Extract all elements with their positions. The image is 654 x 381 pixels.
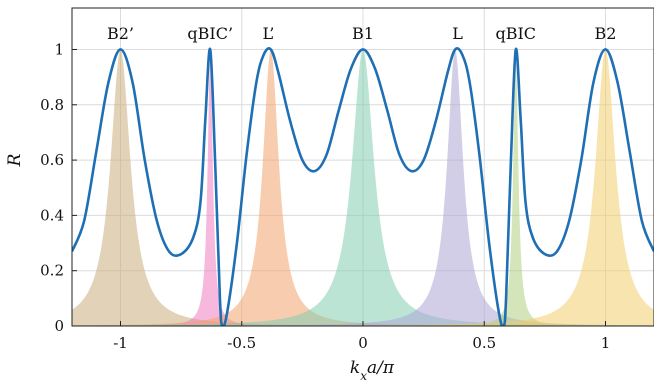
x-tick-label-1: -0.5 [227,334,256,352]
x-tick-label-4: 1 [601,334,611,352]
peak-label-0: B2’ [107,24,134,43]
x-axis-title: kxa/π [350,358,395,381]
y-tick-label-4: 0.8 [40,96,64,114]
peak-label-4: L [452,24,463,43]
filled-peaks [72,49,654,326]
peak-label-5: qBIC [495,24,536,43]
x-tick-label-2: 0 [358,334,368,352]
peak-fill-3 [72,49,654,326]
total-reflectance-curve [72,47,654,326]
y-tick-label-0: 0 [54,317,64,335]
total-curve-layer [72,47,654,326]
peak-label-6: B2 [595,24,617,43]
y-tick-label-2: 0.4 [40,206,64,224]
y-tick-label-3: 0.6 [40,151,64,169]
peak-label-1: qBIC’ [187,24,233,43]
peak-label-2: L’ [262,24,274,43]
peak-label-3: B1 [352,24,374,43]
x-tick-label-0: -1 [113,334,128,352]
x-tick-label-3: 0.5 [472,334,496,352]
y-tick-label-1: 0.2 [40,262,64,280]
y-tick-label-5: 1 [54,40,64,58]
peak-fill-0 [72,49,654,326]
y-axis-title: R [5,153,25,167]
axis-ticks: -1 -0.5 0 0.5 1 0 0.2 0.4 0.6 0.8 1 [40,40,610,352]
peak-fill-6 [72,49,654,326]
